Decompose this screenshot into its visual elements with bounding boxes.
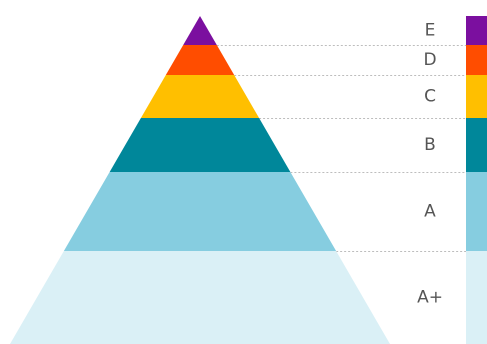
legend-swatch-e: [466, 16, 487, 45]
pyramid-bands: [10, 16, 390, 344]
legend-swatch-c: [466, 75, 487, 118]
legend-swatch-b: [466, 118, 487, 172]
pyramid-band-d: [165, 45, 235, 75]
tier-label-c: C: [424, 87, 436, 107]
tier-label-a: A: [424, 202, 436, 222]
pyramid-band-e: [183, 16, 217, 45]
pyramid-band-b: [109, 118, 291, 172]
tier-label-a-plus: A+: [417, 288, 443, 308]
tier-labels: EDC B A A+: [417, 21, 443, 308]
pyramid-band-a: [63, 172, 337, 251]
pyramid-band-c: [140, 75, 260, 118]
tier-label-b: B: [424, 135, 436, 155]
pyramid-band-a-plus: [10, 251, 390, 344]
legend-swatch-d: [466, 45, 487, 75]
legend-swatches: [466, 16, 487, 344]
tier-label-e: E: [425, 21, 436, 41]
legend-swatch-a: [466, 172, 487, 251]
tier-label-d: D: [423, 50, 436, 70]
legend-swatch-a-plus: [466, 251, 487, 344]
guide-lines: [216, 45, 466, 252]
